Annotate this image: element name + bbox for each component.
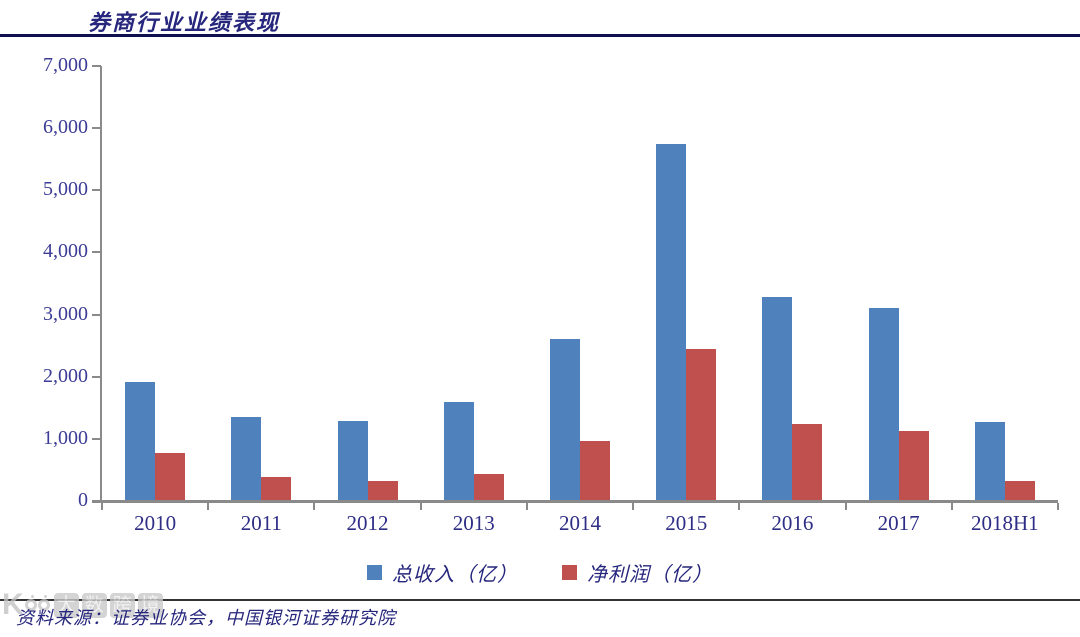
bar-2011-净利润（亿） <box>261 476 292 501</box>
y-tick-label: 5,000 <box>43 178 88 201</box>
x-category-label-2013: 2013 <box>452 511 495 535</box>
legend-swatch-icon <box>367 565 382 580</box>
bar-2010-净利润（亿） <box>155 452 186 501</box>
bar-2013-总收入（亿） <box>443 402 474 501</box>
legend-item: 净利润（亿） <box>562 558 713 587</box>
legend-swatch-icon <box>562 565 577 580</box>
y-tick-mark <box>92 375 101 378</box>
chart-title: 券商行业业绩表现 <box>88 10 281 35</box>
source-note: 资料来源：证券业协会，中国银河证券研究院 <box>16 608 396 628</box>
x-category-label-2015: 2015 <box>665 511 708 535</box>
bar-2018H1-总收入（亿） <box>974 422 1005 501</box>
bar-2012-总收入（亿） <box>337 420 368 501</box>
y-tick-label: 7,000 <box>43 54 88 77</box>
bar-group-2014 <box>527 66 633 501</box>
x-category-label-2018H1: 2018H1 <box>971 511 1039 535</box>
y-tick-mark <box>92 127 101 130</box>
x-tick-mark <box>207 503 210 510</box>
x-tick-mark <box>844 503 847 510</box>
bar-2016-总收入（亿） <box>762 297 793 501</box>
y-tick-label: 0 <box>78 489 88 512</box>
bar-group-2018H1 <box>952 66 1058 501</box>
bar-2011-总收入（亿） <box>231 416 262 501</box>
bar-2014-净利润（亿） <box>579 441 610 501</box>
x-axis-line <box>92 500 1058 503</box>
y-tick-mark <box>92 437 101 440</box>
y-axis-line <box>100 66 102 501</box>
bar-2010-总收入（亿） <box>125 382 156 501</box>
bar-2012-净利润（亿） <box>367 480 398 501</box>
y-tick-mark <box>92 65 101 67</box>
y-tick-mark <box>92 251 101 254</box>
x-category-label-2017: 2017 <box>877 511 920 535</box>
x-tick-mark <box>101 503 103 510</box>
bar-2015-总收入（亿） <box>656 143 687 501</box>
bar-group-2010 <box>102 66 208 501</box>
bar-2018H1-净利润（亿） <box>1004 480 1035 501</box>
legend-item: 总收入（亿） <box>367 558 518 587</box>
chart-legend: 总收入（亿） 净利润（亿） <box>0 558 1080 587</box>
y-axis-labels: 7,000 6,000 5,000 4,000 3,000 2,000 1,000 0 <box>0 54 88 511</box>
y-tick-mark <box>92 500 101 502</box>
x-tick-mark <box>419 503 422 510</box>
bar-group-2016 <box>739 66 845 501</box>
x-category-label-2012: 2012 <box>346 511 389 535</box>
bar-2017-净利润（亿） <box>898 430 929 501</box>
x-category-label-2010: 2010 <box>134 511 177 535</box>
bar-group-2017 <box>846 66 952 501</box>
legend-label: 净利润（亿） <box>587 564 713 586</box>
x-tick-mark <box>632 503 635 510</box>
bar-group-2011 <box>208 66 314 501</box>
bar-2016-净利润（亿） <box>792 424 823 501</box>
y-tick-label: 1,000 <box>43 426 88 449</box>
x-tick-mark <box>525 503 528 510</box>
bar-group-2013 <box>421 66 527 501</box>
bar-2017-总收入（亿） <box>868 307 899 501</box>
legend-label: 总收入（亿） <box>392 564 518 586</box>
plot-area <box>92 65 1059 510</box>
bar-2015-净利润（亿） <box>686 348 717 501</box>
y-tick-mark <box>92 189 101 192</box>
bar-2013-净利润（亿） <box>473 473 504 501</box>
x-category-label-2011: 2011 <box>240 511 282 535</box>
y-tick-label: 3,000 <box>43 302 88 325</box>
y-tick-label: 2,000 <box>43 364 88 387</box>
bar-2014-总收入（亿） <box>549 339 580 501</box>
bar-groups <box>102 66 1058 501</box>
x-tick-mark <box>738 503 741 510</box>
x-tick-mark <box>950 503 953 510</box>
x-category-label-2014: 2014 <box>558 511 601 535</box>
y-tick-label: 6,000 <box>43 116 88 139</box>
bar-group-2015 <box>633 66 739 501</box>
x-category-label-2016: 2016 <box>771 511 814 535</box>
footer-rule <box>0 599 1080 601</box>
x-tick-mark <box>313 503 316 510</box>
y-tick-label: 4,000 <box>43 240 88 263</box>
x-tick-mark <box>1057 503 1059 510</box>
title-underline-rule <box>0 34 1080 37</box>
bar-group-2012 <box>314 66 420 501</box>
x-axis-category-labels: 2010 2011 2012 2013 2014 2015 2016 2017 2018H1 <box>102 511 1058 536</box>
y-tick-mark <box>92 313 101 316</box>
